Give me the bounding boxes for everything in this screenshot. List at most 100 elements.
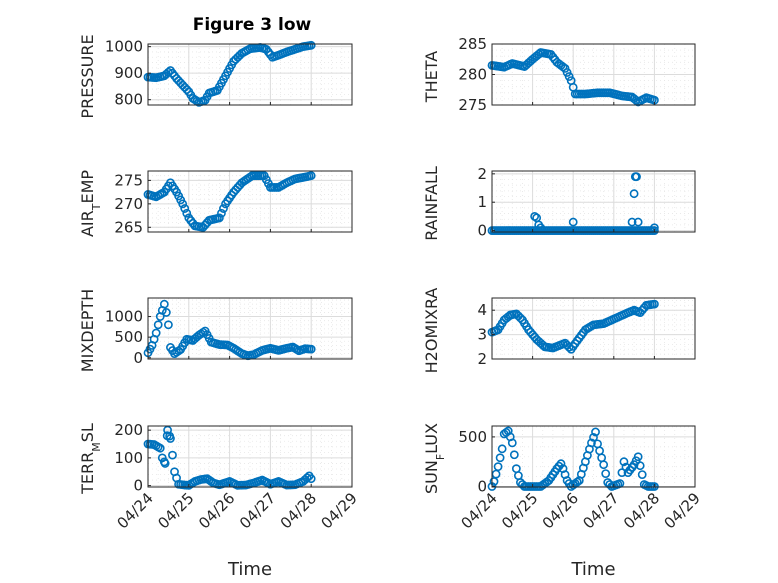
data-point [633, 217, 643, 227]
y-tick-label: 0 [477, 478, 487, 496]
y-tick-label: 0 [477, 222, 487, 240]
x-tick-label: 04/24 [458, 489, 501, 532]
y-tick-label: 3 [477, 326, 487, 344]
y-tick-label: 270 [114, 195, 143, 213]
data-point [161, 308, 171, 317]
data-point [219, 204, 228, 213]
data-point [497, 444, 507, 454]
y-tick-label: 200 [114, 421, 143, 439]
subplot-h2omixra: 2 3 4 H2OMIXRA [422, 288, 696, 374]
subplot-rainfall: 0 1 2 RAINFALL [422, 165, 696, 241]
axes-frame [147, 425, 353, 488]
y-axis-label: MIXDEPTH [78, 289, 97, 372]
data-point [601, 469, 611, 479]
subplot-sun-flux: 0 500 SUNFLUX 04/2404/2504/2604/2704/2804/2… [422, 423, 704, 580]
axes-frame [147, 297, 353, 360]
subplot-mixdepth: 0 500 1000 MIXDEPTH [78, 289, 353, 372]
data-point [572, 477, 582, 487]
y-tick-label: 500 [458, 428, 487, 446]
data-point [160, 459, 170, 468]
y-axis-label: TERRMSL [78, 423, 103, 495]
data-point [650, 226, 659, 235]
y-axis-label: PRESSURE [78, 34, 97, 118]
data-point [591, 427, 600, 437]
x-tick-label: 04/28 [620, 489, 663, 532]
axes-frame [147, 170, 353, 233]
y-tick-label: 280 [458, 66, 487, 84]
x-tick-label: 04/24 [114, 489, 157, 532]
data-point [633, 452, 643, 462]
data-point [153, 320, 163, 330]
axes-frame [491, 297, 696, 360]
axes-frame [491, 170, 696, 233]
x-tick-label: 04/25 [154, 489, 197, 532]
y-tick-label: 265 [114, 218, 143, 236]
data-point [509, 450, 519, 460]
y-tick-label: 1000 [105, 38, 143, 56]
x-axis-label: Time [570, 559, 615, 580]
axes-background [491, 425, 696, 488]
data-point [168, 450, 177, 460]
data-point [631, 95, 641, 105]
data-point [617, 468, 627, 478]
data-point [556, 459, 566, 469]
y-tick-label: 500 [114, 328, 143, 346]
y-axis-label: SUNFLUX [422, 423, 447, 494]
data-point [493, 462, 503, 472]
figure-title: Figure 3 low [193, 15, 312, 35]
data-point [495, 453, 505, 463]
data-point [151, 328, 161, 338]
data-point [182, 208, 192, 218]
x-tick-label: 04/25 [498, 489, 541, 532]
data-point [558, 62, 568, 72]
data-point [536, 223, 546, 233]
x-tick-label: 04/26 [539, 489, 582, 532]
data-point [306, 474, 316, 484]
data-point [214, 213, 224, 223]
data-point [564, 342, 574, 352]
data-point [306, 40, 316, 50]
data-point [302, 473, 312, 483]
axes-background [491, 170, 696, 233]
y-tick-label: 275 [458, 96, 487, 114]
y-axis-label: AIRTEMP [78, 170, 103, 237]
data-point [599, 460, 609, 470]
y-tick-label: 800 [114, 91, 143, 109]
y-axis-label: H2OMIXRA [422, 288, 441, 374]
y-tick-label: 1000 [105, 308, 143, 326]
x-tick-label: 04/29 [661, 489, 704, 532]
data-point [534, 49, 544, 59]
data-point [587, 438, 596, 448]
y-axis-label: RAINFALL [422, 166, 441, 241]
axes-frame [491, 425, 696, 488]
y-tick-label: 0 [133, 349, 143, 367]
data-point [507, 438, 517, 448]
y-tick-label: 285 [458, 35, 487, 53]
subplot-grid: 800 900 1000 PRESSURE 275 280 285 THETA 265 270 27… [78, 34, 704, 580]
subplot-terr-msl: 0 100 200 TERRMSL 04/2404/2504/2604/2704/280… [78, 421, 361, 580]
data-point [180, 204, 190, 213]
y-tick-label: 4 [477, 301, 487, 319]
subplot-air-temp: 265 270 275 AIRTEMP [78, 170, 353, 237]
axes-background [147, 425, 353, 488]
x-tick-label: 04/26 [195, 489, 238, 532]
data-point [627, 217, 637, 227]
subplot-pressure: 800 900 1000 PRESSURE [78, 34, 353, 119]
data-point [155, 443, 165, 453]
data-point [178, 199, 188, 209]
data-point [159, 299, 169, 309]
x-tick-label: 04/27 [236, 489, 279, 532]
y-tick-label: 275 [114, 171, 143, 189]
data-point [306, 344, 316, 354]
y-tick-label: 2 [477, 165, 487, 183]
axes-background [147, 43, 353, 106]
y-tick-label: 0 [133, 477, 143, 495]
y-tick-label: 900 [114, 64, 143, 82]
data-point [637, 470, 647, 480]
y-axis-label: THETA [422, 51, 441, 103]
data-point [166, 434, 175, 443]
data-point [650, 299, 659, 309]
data-point [306, 171, 316, 181]
data-point [217, 208, 226, 218]
